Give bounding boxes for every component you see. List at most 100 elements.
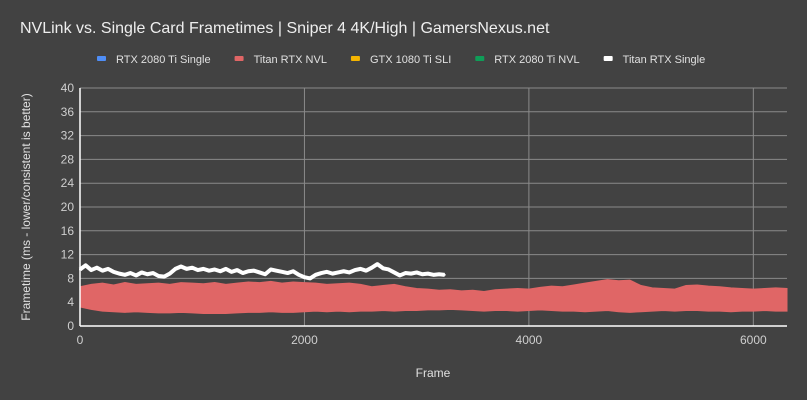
- data-point: [292, 270, 295, 273]
- legend: RTX 2080 Ti Single Titan RTX NVL GTX 1080 …: [97, 54, 705, 66]
- data-point: [213, 268, 216, 271]
- x-tick-label: 4000: [516, 333, 543, 347]
- data-point: [320, 272, 323, 275]
- data-point: [174, 267, 177, 270]
- data-point: [359, 267, 362, 270]
- series-band-titan-rtx-nvl: [79, 279, 788, 315]
- data-point: [393, 271, 396, 274]
- data-point: [84, 264, 87, 267]
- data-point: [331, 272, 334, 275]
- data-point: [146, 273, 149, 276]
- data-point: [95, 266, 98, 269]
- legend-swatch: [603, 56, 613, 61]
- data-point: [135, 274, 138, 277]
- data-point: [342, 270, 345, 273]
- y-tick-label: 24: [61, 176, 75, 190]
- data-point: [140, 271, 143, 274]
- data-point: [387, 268, 390, 271]
- legend-label: GTX 1080 Ti SLI: [370, 54, 451, 66]
- data-point: [168, 272, 171, 275]
- data-point: [398, 274, 401, 277]
- data-point: [297, 273, 300, 276]
- data-point: [236, 269, 239, 272]
- legend-label: RTX 2080 Ti NVL: [494, 54, 579, 66]
- data-point: [314, 273, 317, 276]
- chart-title: NVLink vs. Single Card Frametimes | Snip…: [20, 20, 550, 37]
- data-point: [370, 266, 373, 269]
- data-point: [163, 275, 166, 278]
- x-tick-label: 0: [77, 333, 84, 347]
- data-point: [151, 272, 154, 275]
- legend-swatch: [234, 56, 244, 61]
- legend-swatch: [475, 56, 485, 61]
- y-tick-label: 12: [61, 248, 75, 262]
- data-point: [353, 269, 356, 272]
- data-point: [107, 267, 110, 270]
- data-point: [410, 272, 413, 275]
- data-point: [252, 269, 255, 272]
- data-point: [325, 270, 328, 273]
- data-point: [157, 275, 160, 278]
- data-point: [90, 269, 93, 272]
- legend-label: RTX 2080 Ti Single: [116, 54, 211, 66]
- data-point: [219, 270, 222, 273]
- data-point: [432, 273, 435, 276]
- data-point: [281, 270, 283, 273]
- data-point: [348, 271, 351, 274]
- y-tick-label: 40: [61, 81, 75, 95]
- y-tick-label: 4: [67, 295, 74, 309]
- data-point: [118, 272, 121, 275]
- data-point: [421, 273, 424, 276]
- legend-label: Titan RTX Single: [623, 54, 706, 66]
- legend-label: Titan RTX NVL: [254, 54, 327, 66]
- legend-swatch: [350, 56, 360, 61]
- data-point: [269, 268, 272, 271]
- x-tick-label: 2000: [291, 333, 318, 347]
- y-tick-label: 36: [61, 105, 75, 119]
- data-point: [337, 271, 340, 274]
- data-point: [376, 263, 379, 266]
- data-point: [303, 276, 306, 279]
- legend-item: Titan RTX Single: [603, 54, 706, 66]
- data-point: [129, 272, 132, 275]
- data-point: [258, 271, 261, 274]
- data-point: [208, 269, 211, 272]
- axes: 0 4 8 12 16 20 24 28 32 36 40 0 2000 4000 6000: [61, 81, 787, 347]
- legend-item: RTX 2080 Ti NVL: [475, 54, 580, 66]
- data-point: [123, 273, 126, 276]
- data-point: [438, 273, 441, 276]
- y-tick-label: 28: [61, 152, 75, 166]
- data-point: [275, 269, 278, 272]
- y-axis-label: Frametime (ms - lower/consistent is bett…: [19, 93, 33, 320]
- data-point: [224, 267, 227, 270]
- data-point: [264, 273, 267, 276]
- x-axis-label: Frame: [416, 366, 451, 380]
- data-point: [196, 269, 199, 272]
- data-point: [365, 269, 368, 272]
- data-point: [241, 272, 244, 275]
- data-point: [309, 277, 312, 280]
- series-layer: [78, 262, 788, 315]
- data-point: [230, 270, 233, 273]
- data-point: [191, 266, 194, 269]
- x-tick-label: 6000: [740, 333, 767, 347]
- data-point: [202, 267, 205, 270]
- data-point: [112, 270, 115, 273]
- data-point: [247, 270, 250, 273]
- legend-item: Titan RTX NVL: [234, 54, 327, 66]
- data-point: [404, 272, 407, 275]
- y-tick-label: 8: [67, 271, 74, 285]
- legend-item: RTX 2080 Ti Single: [97, 54, 211, 66]
- legend-item: GTX 1080 Ti SLI: [350, 54, 451, 66]
- data-point: [286, 272, 289, 275]
- series-line-titan-rtx-single: [78, 262, 445, 281]
- legend-swatch: [97, 56, 106, 61]
- data-point: [185, 267, 188, 270]
- y-tick-label: 32: [61, 129, 75, 143]
- data-point: [180, 265, 182, 268]
- y-tick-label: 16: [61, 224, 75, 238]
- data-point: [382, 267, 384, 270]
- data-point: [426, 272, 429, 275]
- data-point: [415, 271, 418, 274]
